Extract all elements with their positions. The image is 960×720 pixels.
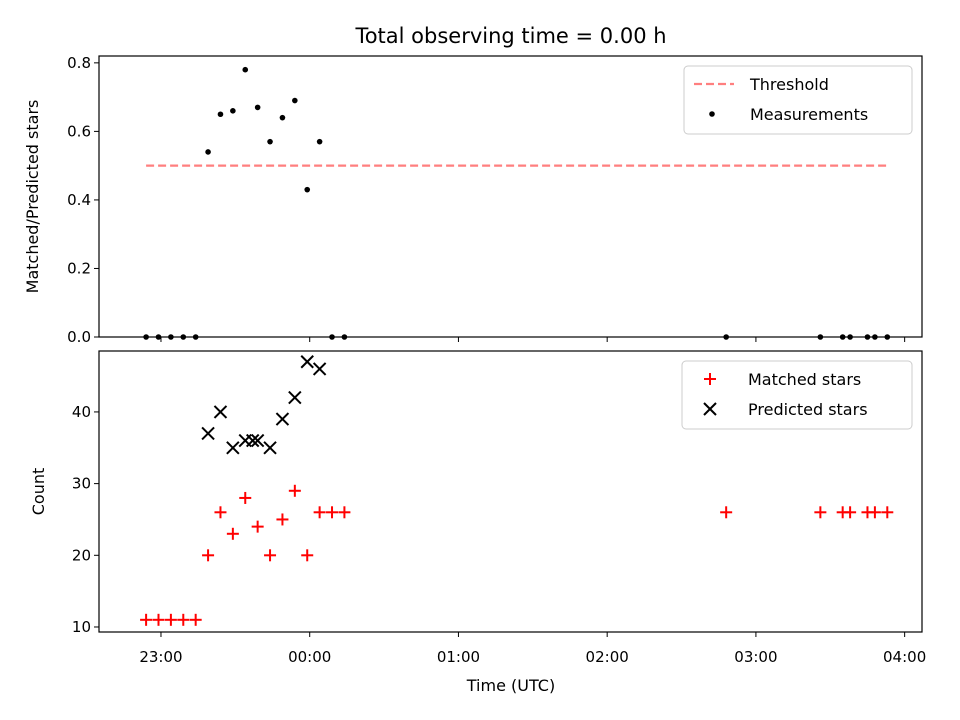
- data-point: [205, 149, 211, 155]
- data-point: [292, 97, 298, 104]
- x-tick-label: 04:00: [883, 648, 926, 666]
- x-axis-label: Time (UTC): [466, 676, 555, 695]
- data-point: [202, 549, 215, 562]
- data-point: [844, 506, 857, 519]
- data-point: [300, 355, 314, 369]
- data-point: [213, 405, 228, 419]
- chart-title: Total observing time = 0.00 h: [354, 24, 666, 48]
- x-tick-label: 00:00: [288, 648, 331, 666]
- legend-box: [681, 360, 913, 430]
- data-point: [264, 549, 277, 562]
- legend-marker-swatch: [704, 373, 716, 385]
- data-point: [868, 506, 881, 519]
- data-point: [288, 390, 302, 405]
- data-point: [251, 520, 264, 533]
- data-point: [338, 506, 351, 519]
- data-point: [881, 506, 894, 519]
- data-point: [326, 506, 339, 519]
- data-point: [177, 613, 190, 626]
- legend-marker-swatch: [703, 402, 717, 416]
- legend-label: Measurements: [750, 105, 868, 124]
- data-point: [720, 506, 733, 519]
- data-point: [226, 527, 239, 540]
- x-tick-label: 02:00: [586, 648, 629, 666]
- data-point: [276, 513, 289, 526]
- data-point: [263, 441, 277, 455]
- legend-box: [683, 65, 913, 135]
- legend-label: Matched stars: [748, 370, 861, 389]
- legend-label: Predicted stars: [748, 400, 868, 419]
- data-point: [304, 186, 311, 193]
- data-point: [316, 138, 323, 145]
- legend: Threshold Measurements: [683, 65, 913, 135]
- data-point: [245, 433, 260, 448]
- data-point: [239, 491, 252, 504]
- legend-marker-swatch: [709, 111, 715, 117]
- count-panel: 10 20 30 40 23:00 00:00 01:00 02:00 03:00 04:00 Co…: [29, 350, 926, 666]
- y-tick-label: 30: [72, 475, 91, 493]
- x-tick-label: 01:00: [437, 648, 480, 666]
- data-point: [814, 506, 827, 519]
- data-point: [267, 138, 273, 145]
- data-point: [250, 433, 265, 448]
- data-point: [254, 104, 261, 111]
- y-tick-label: 40: [72, 403, 91, 421]
- data-point: [217, 111, 224, 118]
- y-tick-label: 0.0: [67, 328, 91, 346]
- data-point: [312, 362, 327, 376]
- y-tick-label: 0.6: [67, 122, 91, 140]
- y-tick-label: 0.8: [67, 54, 91, 72]
- data-point: [164, 613, 177, 626]
- legend-label: Threshold: [749, 75, 829, 94]
- y-tick-label: 10: [72, 618, 91, 636]
- data-point: [189, 613, 202, 626]
- axes-frame: [98, 350, 923, 633]
- data-point: [226, 441, 240, 455]
- y-axis-label: Count: [29, 468, 48, 516]
- axes-frame: [98, 55, 923, 338]
- data-point: [214, 506, 227, 519]
- data-point: [279, 114, 286, 121]
- data-point: [152, 613, 165, 626]
- data-point: [275, 412, 290, 426]
- data-point: [313, 506, 326, 519]
- data-point: [140, 613, 153, 626]
- x-tick-label: 23:00: [139, 648, 182, 666]
- y-tick-label: 0.2: [67, 259, 91, 277]
- x-tick-label: 03:00: [734, 648, 777, 666]
- data-point: [301, 549, 314, 562]
- y-tick-label: 20: [72, 546, 91, 564]
- data-point: [230, 108, 236, 114]
- data-point: [242, 66, 249, 73]
- ratio-panel: 0.0 0.2 0.4 0.6 0.8 Matched/Predicted stars Th…: [23, 54, 923, 346]
- y-axis-label: Matched/Predicted stars: [23, 100, 42, 294]
- y-tick-label: 0.4: [67, 191, 91, 209]
- legend: Matched stars Predicted stars: [681, 360, 913, 430]
- data-point: [201, 426, 215, 441]
- data-point: [288, 484, 301, 497]
